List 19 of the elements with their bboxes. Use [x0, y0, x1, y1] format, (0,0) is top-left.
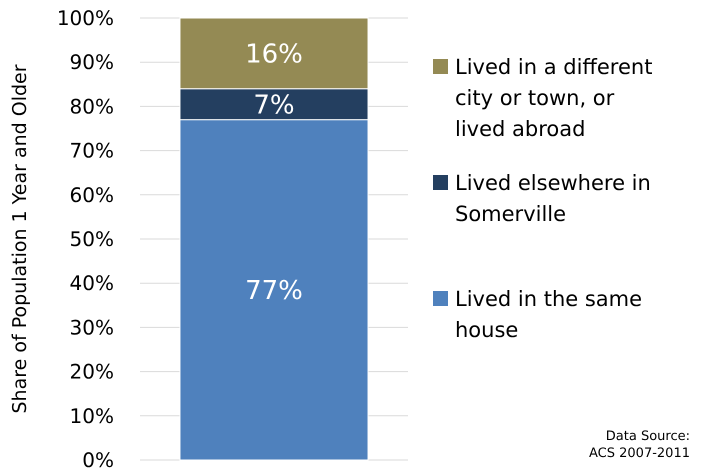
legend-label: Lived elsewhere in Somerville [455, 170, 651, 226]
legend-label: Lived in a different city or town, or lived abroad [455, 54, 652, 141]
y-tick-label: 60% [70, 182, 114, 207]
data-label: 7% [253, 90, 295, 120]
data-label: 77% [245, 276, 303, 306]
y-tick-label: 40% [70, 271, 114, 296]
data-label: 16% [245, 39, 303, 70]
y-tick-label: 70% [70, 138, 114, 163]
y-tick-label: 0% [82, 448, 114, 472]
y-tick-label: 80% [70, 94, 114, 118]
y-tick-label: 50% [70, 227, 114, 251]
y-tick-label: 90% [70, 50, 114, 74]
source-note: Data Source: ACS 2007-2011 [589, 429, 690, 461]
y-tick-label: 100% [56, 6, 114, 30]
y-tick-label: 30% [70, 315, 114, 340]
y-tick-label: 20% [70, 360, 114, 384]
y-tick-label: 10% [70, 404, 114, 428]
text: Lived in the same house [455, 286, 642, 342]
y-axis-title: Share of Population 1 Year and Older [9, 64, 31, 414]
